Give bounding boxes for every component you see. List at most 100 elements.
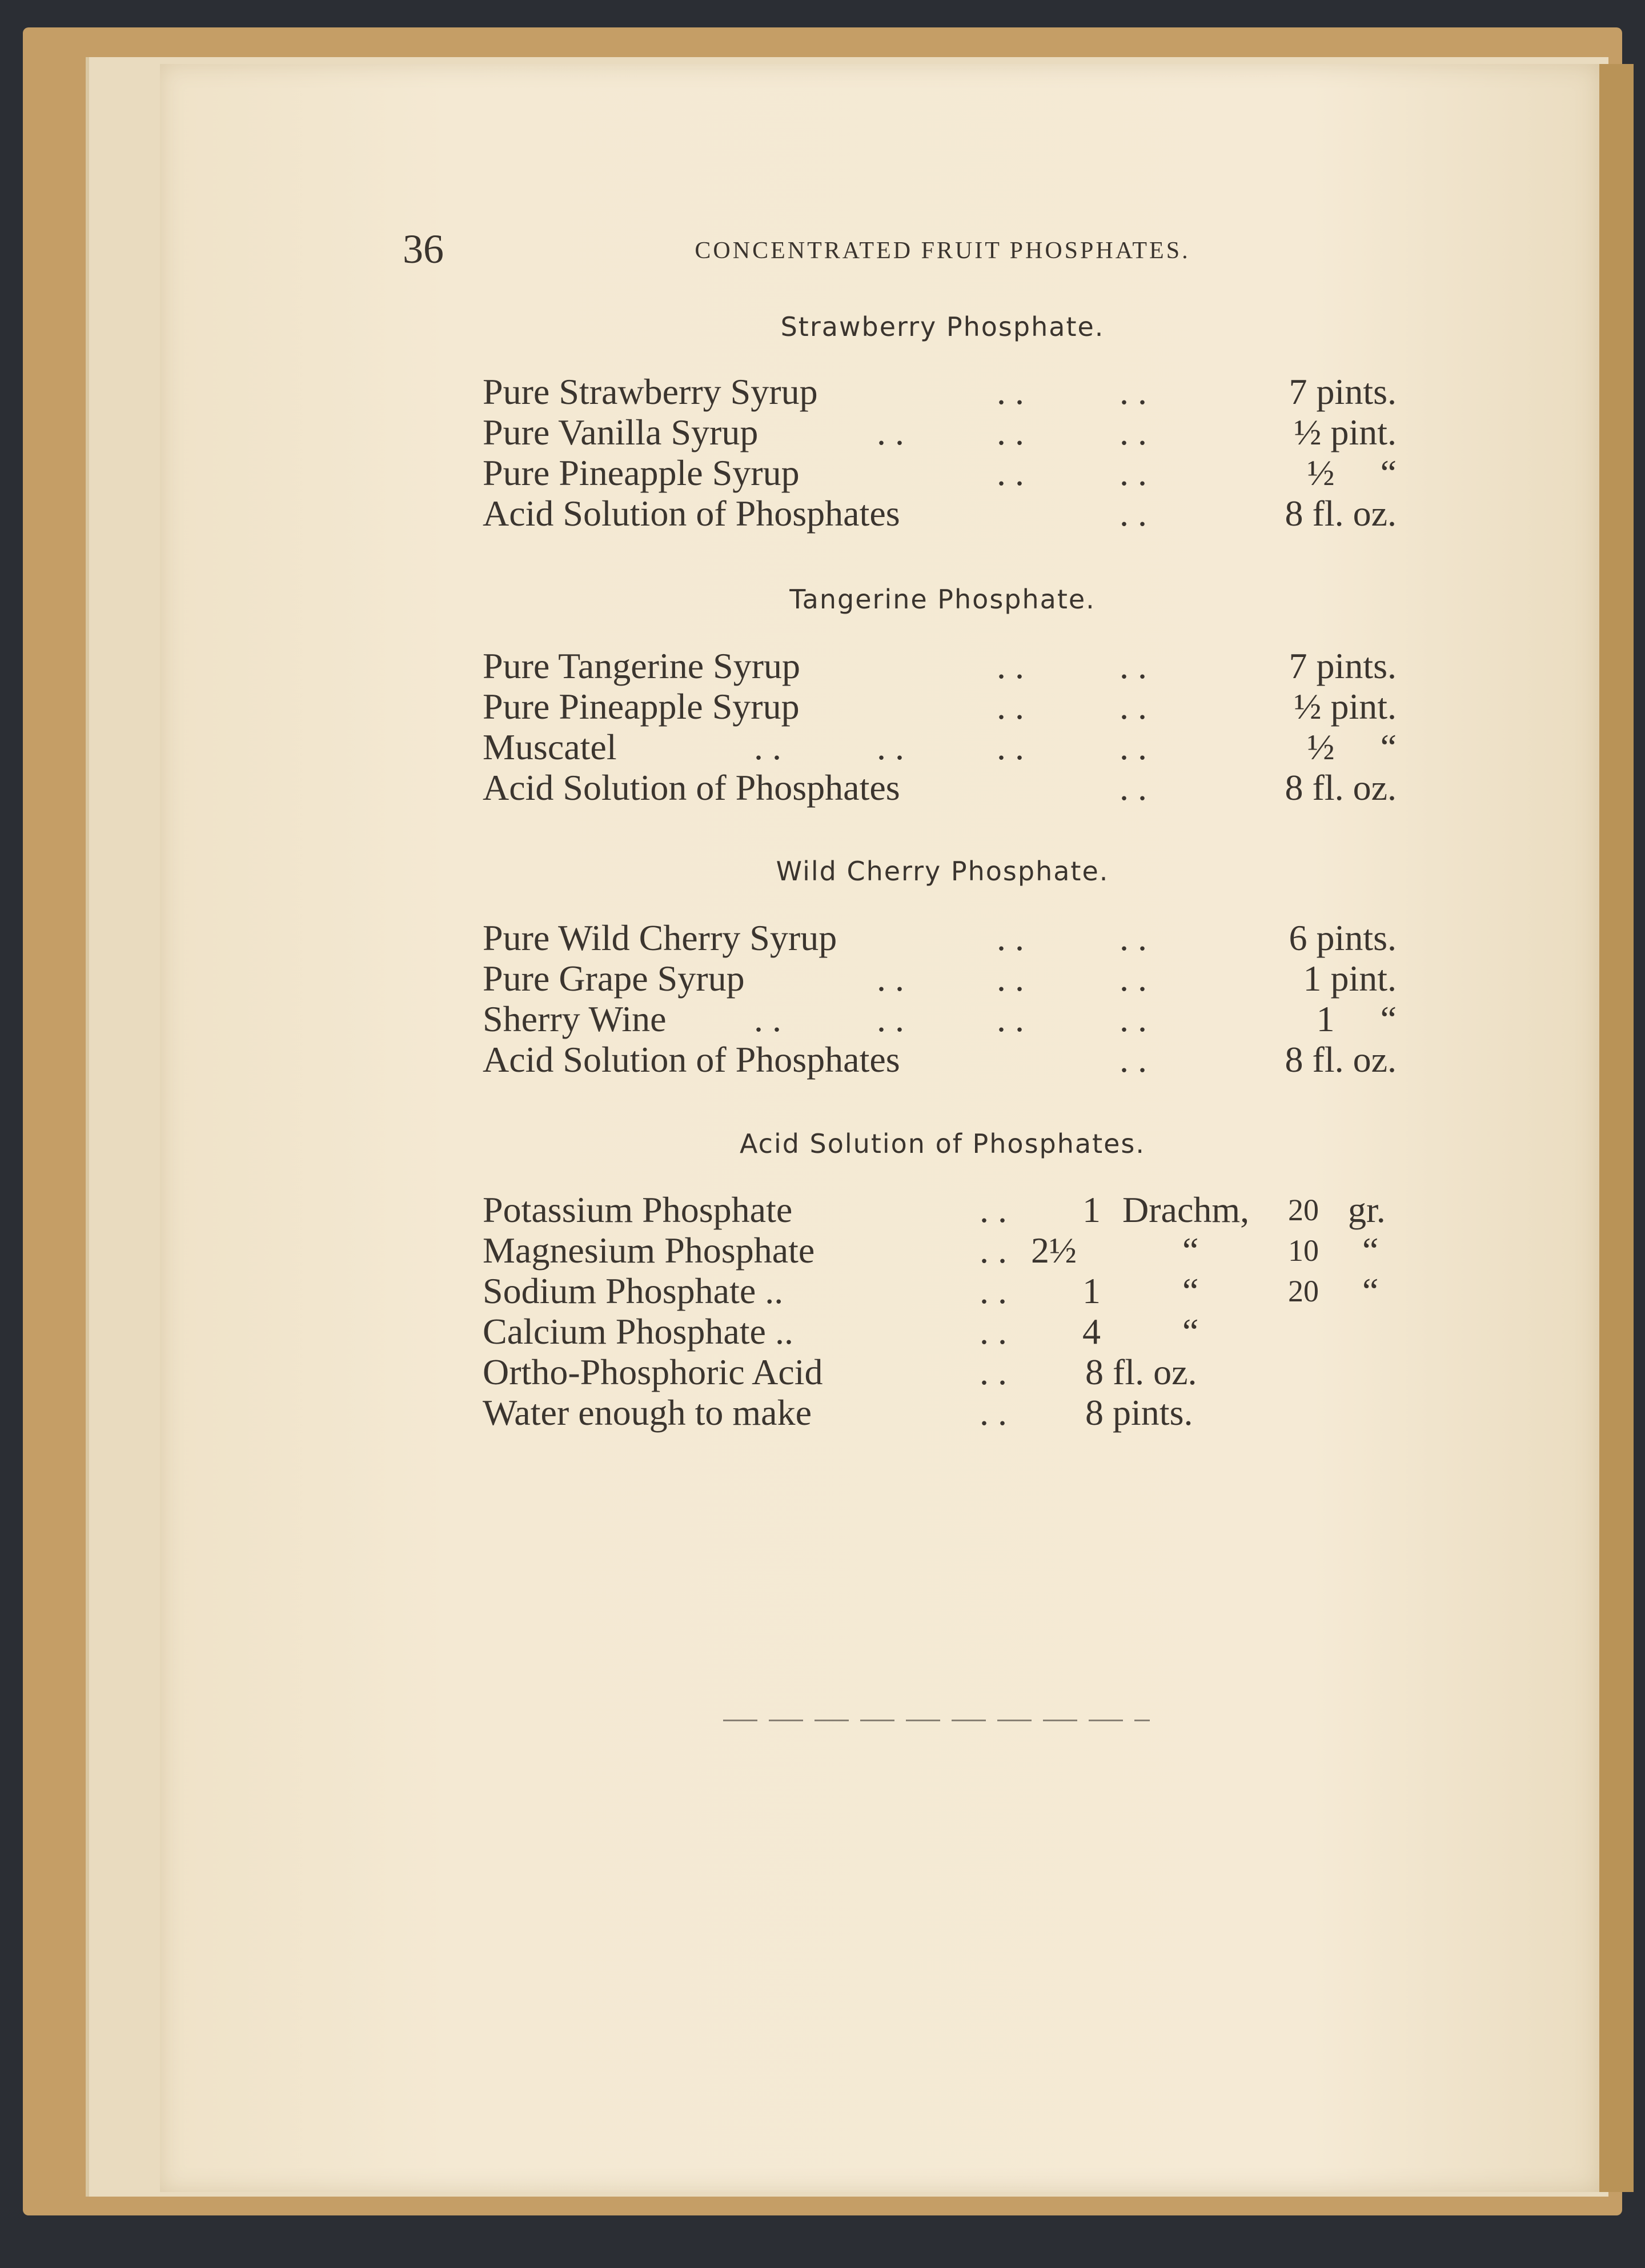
section-heading: Wild Cherry Phosphate. [776,856,1109,887]
dot-leader: . . [997,371,1024,412]
dot-leader: . . [754,999,781,1039]
ingredient-row: Pure Pineapple Syrup . . . . ½ “ [0,452,1645,494]
ingredient-amount: ½ pint. [1294,412,1397,452]
dot-leader: . . [997,452,1024,493]
section-heading: Acid Solution of Phosphates. [740,1128,1145,1159]
ingredient-row: Acid Solution of Phosphates . . 8 fl. oz. [0,1039,1645,1080]
grain-unit: “ [1362,1271,1379,1311]
grains: 20 [1288,1274,1319,1308]
ingredient-name: Pure Grape Syrup [483,958,745,999]
section-heading: Tangerine Phosphate. [789,584,1096,615]
ingredient-name: Pure Pineapple Syrup [483,452,800,493]
dot-leader: . . [1120,727,1147,767]
page-number: 36 [403,226,444,272]
ingredient-row: Pure Grape Syrup . . . . . . 1 pint. [0,958,1645,999]
dot-leader: . . [1120,686,1147,727]
quantity: 4 [1082,1311,1101,1352]
unit: “ [1182,1230,1199,1271]
dot-leader: . . [1120,493,1147,534]
ingredient-row: Acid Solution of Phosphates . . 8 fl. oz. [0,767,1645,808]
ingredient-amount: 7 pints. [1289,646,1397,686]
dot-leader: . . [997,646,1024,686]
ingredient-name: Pure Strawberry Syrup [483,371,818,412]
ingredient-name: Calcium Phosphate .. [483,1311,793,1352]
running-head: CONCENTRATED FRUIT PHOSPHATES. [695,238,1190,264]
ingredient-row: Muscatel . . . . . . . . ½ “ [0,727,1645,768]
dot-leader: . . [877,958,904,999]
ingredient-amount: ½ pint. [1294,686,1397,727]
ingredient-row: Acid Solution of Phosphates . . 8 fl. oz. [0,493,1645,534]
ingredient-amount: ½ “ [1307,452,1397,493]
ingredient-name: Pure Tangerine Syrup [483,646,800,686]
ingredient-row: Pure Wild Cherry Syrup . . . . 6 pints. [0,917,1645,959]
section-heading: Strawberry Phosphate. [780,311,1105,342]
quantity: 8 pints. [1085,1392,1193,1433]
ingredient-name: Pure Pineapple Syrup [483,686,800,727]
ingredient-name: Potassium Phosphate [483,1189,793,1230]
ingredient-amount: 1 pint. [1303,958,1397,999]
ingredient-name: Water enough to make [483,1392,812,1433]
ingredient-row: Ortho-Phosphoric Acid . . 8 fl. oz. [0,1352,1645,1393]
ingredient-amount: 7 pints. [1289,371,1397,412]
dot-leader: . . [980,1352,1007,1392]
dot-leader: . . [1120,452,1147,493]
dot-leader: . . [997,686,1024,727]
grain-unit: “ [1362,1230,1379,1271]
quantity: 1 [1082,1189,1101,1230]
dot-leader: . . [1120,646,1147,686]
book-page [160,64,1599,2192]
ingredient-amount: 8 fl. oz. [1285,1039,1397,1080]
quantity: 8 fl. oz. [1085,1352,1197,1392]
dot-leader: . . [1120,958,1147,999]
ingredient-row: Pure Pineapple Syrup . . . . ½ pint. [0,686,1645,727]
dot-leader: . . [754,727,781,767]
ingredient-row: Magnesium Phosphate . . 2½ “ 10 “ [0,1230,1645,1271]
unit: “ [1182,1271,1199,1311]
ornamental-rule [723,1720,1150,1721]
grains: 20 [1288,1193,1319,1227]
dot-leader: . . [1120,999,1147,1039]
dot-leader: . . [877,727,904,767]
quantity: 2½ [1031,1230,1077,1271]
dot-leader: . . [877,412,904,452]
ingredient-name: Acid Solution of Phosphates [483,493,900,534]
grains: 10 [1288,1233,1319,1268]
unit: Drachm, [1122,1189,1250,1230]
ingredient-name: Sodium Phosphate .. [483,1271,784,1311]
ingredient-name: Pure Wild Cherry Syrup [483,917,837,958]
quantity: 1 [1082,1271,1101,1311]
grain-unit: gr. [1348,1189,1386,1230]
ingredient-name: Pure Vanilla Syrup [483,412,759,452]
ingredient-amount: ½ “ [1307,727,1397,767]
book-spine-edge [1599,64,1634,2192]
dot-leader: . . [997,958,1024,999]
dot-leader: . . [980,1392,1007,1433]
dot-leader: . . [1120,412,1147,452]
ingredient-name: Sherry Wine [483,999,667,1039]
dot-leader: . . [980,1230,1007,1271]
dot-leader: . . [980,1189,1007,1230]
dot-leader: . . [997,727,1024,767]
unit: “ [1182,1311,1199,1352]
ingredient-row: Pure Tangerine Syrup . . . . 7 pints. [0,646,1645,687]
ingredient-name: Acid Solution of Phosphates [483,1039,900,1080]
ingredient-row: Potassium Phosphate . . 1 Drachm, 20 gr. [0,1189,1645,1231]
ingredient-row: Water enough to make . . 8 pints. [0,1392,1645,1433]
dot-leader: . . [1120,1039,1147,1080]
dot-leader: . . [997,917,1024,958]
dot-leader: . . [877,999,904,1039]
dot-leader: . . [1120,767,1147,808]
ingredient-amount: 6 pints. [1289,917,1397,958]
dot-leader: . . [1120,917,1147,958]
dot-leader: . . [980,1271,1007,1311]
ingredient-row: Calcium Phosphate .. . . 4 “ [0,1311,1645,1352]
ingredient-name: Ortho-Phosphoric Acid [483,1352,823,1392]
ingredient-amount: 8 fl. oz. [1285,767,1397,808]
ingredient-row: Sodium Phosphate .. . . 1 “ 20 “ [0,1271,1645,1312]
ingredient-row: Sherry Wine . . . . . . . . 1 “ [0,999,1645,1040]
ingredient-amount: 1 “ [1316,999,1397,1039]
ingredient-name: Magnesium Phosphate [483,1230,815,1271]
ingredient-name: Muscatel [483,727,617,767]
ingredient-name: Acid Solution of Phosphates [483,767,900,808]
dot-leader: . . [1120,371,1147,412]
